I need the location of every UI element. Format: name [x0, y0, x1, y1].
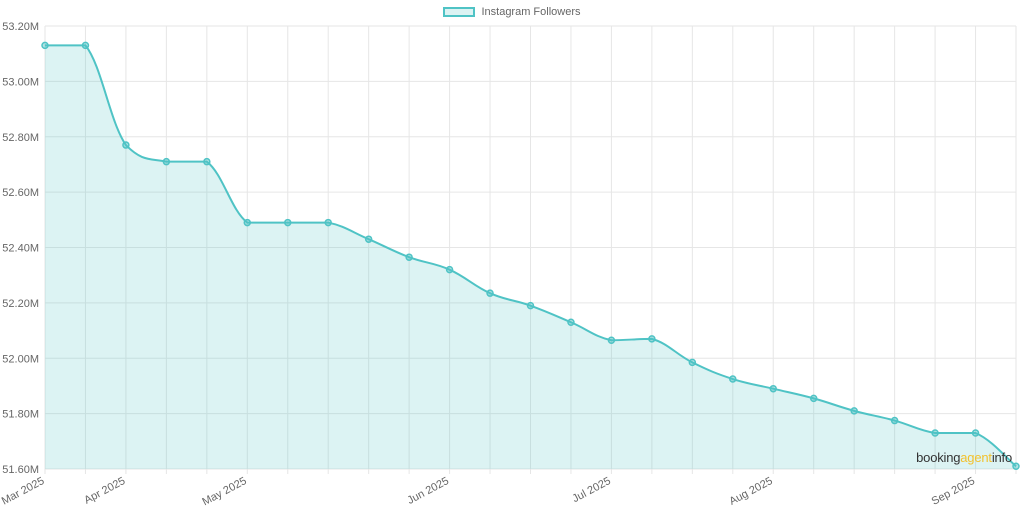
y-tick-label: 52.20M: [2, 298, 39, 310]
data-point: [850, 407, 858, 415]
x-tick-label: Jun 2025: [405, 475, 451, 507]
data-point: [890, 416, 899, 425]
watermark-logo: bookingagentinfo: [916, 450, 1012, 465]
data-point: [324, 218, 332, 227]
legend-swatch: [443, 7, 476, 17]
data-point: [243, 218, 252, 227]
series-area-fill: [45, 45, 1016, 469]
data-point: [41, 41, 49, 50]
y-tick-label: 52.40M: [2, 243, 39, 255]
data-point: [931, 429, 939, 437]
x-tick-label: Sep 2025: [930, 475, 977, 508]
data-point: [364, 235, 373, 243]
data-point: [567, 318, 575, 327]
y-tick-label: 52.00M: [2, 353, 39, 365]
data-point: [203, 157, 211, 166]
y-tick-label: 52.60M: [2, 187, 39, 199]
x-tick-label: Mar 2025: [0, 475, 46, 507]
data-point: [809, 394, 818, 403]
data-point: [607, 336, 616, 345]
data-point: [526, 301, 535, 310]
data-point: [486, 289, 494, 297]
x-tick-label: May 2025: [200, 475, 248, 508]
data-point: [688, 358, 697, 367]
data-point: [648, 335, 656, 343]
data-point: [405, 253, 413, 261]
watermark-part3: info: [991, 450, 1012, 465]
watermark-part1: booking: [916, 450, 961, 465]
y-tick-label: 52.80M: [2, 132, 39, 144]
y-tick-label: 51.80M: [2, 409, 39, 421]
data-point: [162, 157, 171, 166]
x-tick-label: Apr 2025: [82, 475, 127, 507]
series-line: [44, 44, 1017, 468]
y-tick-label: 53.20M: [2, 21, 39, 33]
data-point: [1012, 462, 1020, 470]
data-point: [284, 218, 292, 227]
data-point: [971, 429, 980, 437]
data-point: [445, 265, 454, 274]
data-point: [769, 384, 777, 393]
data-point: [729, 375, 737, 383]
watermark-part2: agent: [960, 450, 992, 465]
y-tick-label: 53.00M: [2, 76, 39, 88]
legend[interactable]: Instagram Followers: [0, 6, 1024, 18]
legend-label: Instagram Followers: [481, 6, 581, 18]
x-tick-label: Aug 2025: [727, 475, 774, 508]
x-tick-label: Jul 2025: [570, 475, 612, 505]
data-point: [122, 141, 130, 149]
y-tick-label: 51.60M: [2, 464, 39, 476]
data-point: [81, 41, 90, 50]
